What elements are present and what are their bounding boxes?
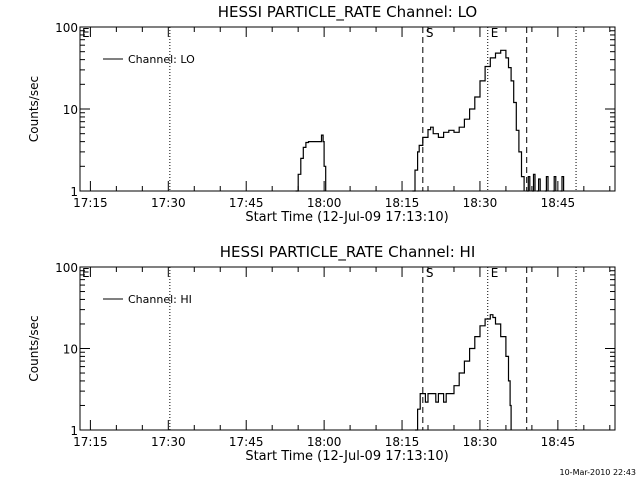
series-line [560, 176, 565, 192]
plot-frame [79, 26, 616, 192]
legend-label: Channel: HI [128, 293, 192, 306]
event-marker-label: S [426, 266, 434, 280]
plot-frame [79, 266, 616, 431]
chart-panel-2: HESSI PARTICLE_RATE Channel: HI Counts/se… [27, 243, 616, 464]
y-axis-label: Counts/sec [27, 315, 41, 381]
series-line [544, 176, 549, 192]
y-axis-label: Counts/sec [27, 76, 41, 142]
y-tick-label: 10 [63, 103, 78, 117]
x-tick-label: 18:15 [385, 196, 420, 210]
legend-label: Channel: LO [128, 53, 195, 66]
chart-title: HESSI PARTICLE_RATE Channel: LO [218, 3, 477, 22]
series-line [412, 49, 525, 192]
y-tick-label: 100 [55, 21, 78, 35]
corner-label: E [82, 266, 90, 280]
series-line [552, 176, 557, 192]
x-tick-label: 18:00 [307, 435, 342, 449]
chart-title: HESSI PARTICLE_RATE Channel: HI [220, 243, 476, 262]
x-tick-label: 18:30 [463, 435, 498, 449]
event-marker-label: E [491, 266, 499, 280]
x-axis-label: Start Time (12-Jul-09 17:13:10) [245, 449, 448, 464]
x-tick-label: 17:30 [151, 196, 186, 210]
series-line [531, 173, 536, 192]
x-tick-label: 18:30 [463, 196, 498, 210]
timestamp-footer: 10-Mar-2010 22:43 [559, 468, 637, 477]
event-marker-label: S [426, 26, 434, 40]
event-marker-label: E [491, 26, 499, 40]
corner-label: E [82, 26, 90, 40]
x-tick-label: 17:45 [229, 435, 264, 449]
y-tick-label: 1 [70, 424, 78, 438]
chart-panel-1: HESSI PARTICLE_RATE Channel: LO Counts/se… [27, 3, 616, 225]
x-tick-label: 18:45 [541, 435, 576, 449]
series-line [415, 314, 512, 431]
x-tick-label: 17:45 [229, 196, 264, 210]
y-tick-label: 1 [70, 185, 78, 199]
x-tick-label: 17:15 [73, 196, 108, 210]
x-tick-label: 18:00 [307, 196, 342, 210]
x-tick-label: 18:15 [385, 435, 420, 449]
x-tick-label: 18:45 [541, 196, 576, 210]
y-tick-label: 100 [55, 261, 78, 275]
x-tick-label: 17:30 [151, 435, 186, 449]
x-axis-label: Start Time (12-Jul-09 17:13:10) [245, 210, 448, 225]
series-line [526, 176, 531, 192]
y-tick-label: 10 [63, 343, 78, 357]
series-line [295, 134, 327, 192]
x-tick-label: 17:15 [73, 435, 108, 449]
series-line [537, 178, 541, 192]
